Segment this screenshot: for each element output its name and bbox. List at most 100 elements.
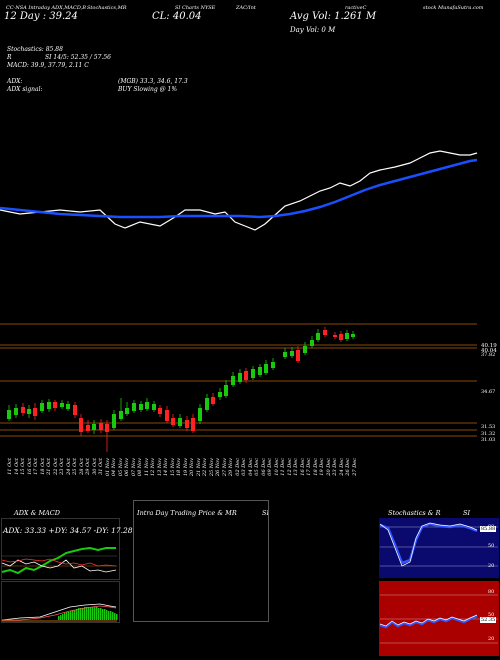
adx-panel	[1, 518, 120, 580]
adx-signal-label: ADX signal:	[7, 86, 43, 93]
candle-body	[333, 335, 337, 337]
candle-body	[205, 398, 209, 410]
date-label: 01 Nov	[104, 458, 111, 477]
candle-body	[73, 405, 77, 415]
date-label: 19 Nov	[182, 458, 189, 477]
candle-body	[231, 376, 235, 385]
candle-body	[99, 423, 103, 430]
candle-body	[132, 403, 136, 411]
header-line4: ZAC/Int	[236, 5, 256, 11]
date-label: 21 Oct	[46, 458, 53, 475]
candle-body	[191, 418, 195, 431]
candle-body	[7, 410, 11, 419]
price-tick-6: 31.03	[481, 437, 496, 443]
date-label: 14 Oct	[13, 458, 20, 475]
date-label: 05 Nov	[117, 458, 124, 477]
date-label: 18 Nov	[176, 458, 183, 477]
stochastics-readout: Stochastics: 85.88	[7, 46, 63, 53]
candle-body	[47, 402, 51, 409]
adx-readout: (MGB) 33.3, 34.6, 17.3	[118, 78, 188, 85]
candle-body	[224, 385, 228, 396]
date-label: 15 Nov	[169, 458, 176, 477]
price-tick-4: 31.53	[481, 424, 496, 430]
candle-body	[218, 392, 222, 397]
date-label: 02 Dec	[234, 458, 241, 476]
rsi-readout: R SI 14/5: 52.35 / 57.56	[7, 54, 111, 61]
candle-body	[323, 330, 327, 335]
candle-body	[271, 362, 275, 368]
candle-body	[60, 403, 64, 407]
date-label: 06 Nov	[124, 458, 131, 477]
date-label: 22 Nov	[202, 458, 209, 477]
candle-body	[40, 403, 44, 411]
candle-body	[244, 371, 248, 380]
date-label: 10 Dec	[273, 458, 280, 476]
candle-body	[33, 408, 37, 416]
candle-body	[296, 350, 300, 361]
price-tick-2: 37.82	[481, 352, 496, 358]
date-label: 23 Oct	[59, 458, 66, 475]
header-tag1: ractiveC	[345, 5, 367, 11]
date-label: 05 Dec	[254, 458, 261, 476]
date-label: 09 Dec	[267, 458, 274, 476]
date-label: 13 Dec	[293, 458, 300, 476]
candle-body	[139, 404, 143, 410]
price-line	[0, 150, 478, 231]
date-label: 03 Dec	[241, 458, 248, 476]
candle-body	[125, 408, 129, 414]
date-label: 27 Nov	[221, 458, 228, 477]
date-label: 29 Oct	[85, 458, 92, 475]
candle-body	[351, 334, 355, 337]
price-tick-3: 34.67	[481, 389, 496, 395]
date-label: 07 Nov	[130, 458, 137, 477]
rsi-level-20: 20	[488, 636, 495, 642]
candle-body	[264, 364, 268, 373]
candle-body	[171, 418, 175, 425]
candlesticks	[7, 327, 355, 452]
candle-body	[152, 404, 156, 410]
rsi-level-50: 50	[488, 612, 495, 618]
candle-body	[178, 418, 182, 426]
date-label: 26 Dec	[345, 458, 352, 476]
macd-readout: MACD: 39.9, 37.79, 2.11 C	[7, 62, 89, 69]
date-label: 21 Nov	[195, 458, 202, 477]
date-label: 11 Oct	[7, 458, 13, 475]
date-label: 15 Oct	[20, 458, 27, 475]
date-label: 27 Dec	[352, 458, 358, 476]
date-label: 11 Dec	[280, 458, 287, 476]
date-label: 26 Nov	[215, 458, 222, 477]
candle-body	[112, 414, 116, 428]
stoch-panel-title: Stochastics & R	[388, 509, 441, 517]
date-label: 17 Dec	[306, 458, 313, 476]
candle-body	[79, 418, 83, 432]
date-label: 19 Dec	[319, 458, 326, 476]
day-volume: Day Vol: 0 M	[290, 26, 336, 34]
adx-signal-readout: BUY Slowing @ 1%	[118, 86, 178, 93]
date-label: 14 Nov	[163, 458, 170, 477]
candle-body	[258, 367, 262, 375]
stoch-value-badge: 85.88	[480, 526, 497, 532]
candle-body	[238, 373, 242, 382]
candle-body	[251, 369, 255, 378]
candle-body	[145, 402, 149, 409]
price-tick-5: 31.32	[481, 431, 496, 437]
candle-body	[119, 411, 123, 419]
avg-volume: Avg Vol: 1.261 M	[290, 11, 377, 22]
date-label: 16 Oct	[26, 458, 33, 475]
candle-body	[158, 408, 162, 414]
candle-body	[27, 409, 31, 414]
candle-body	[21, 407, 25, 413]
date-label: 13 Nov	[156, 458, 163, 477]
intraday-panel-si: SI	[262, 509, 270, 517]
candle-body	[165, 410, 169, 421]
candle-body	[53, 402, 57, 408]
macd-panel	[1, 581, 120, 623]
date-label: 30 Oct	[91, 458, 98, 475]
date-axis: 11 Oct 14 Oct 15 Oct 16 Oct 17 Oct 18 Oct 21 O…	[0, 458, 480, 506]
candle-body	[66, 404, 70, 409]
date-label: 29 Nov	[228, 458, 235, 477]
header-line1: CC-NSA Intraday ADX,MACD,B	[6, 5, 86, 11]
candle-body	[105, 424, 109, 432]
date-label: 25 Oct	[72, 458, 79, 475]
candle-body	[14, 408, 18, 415]
